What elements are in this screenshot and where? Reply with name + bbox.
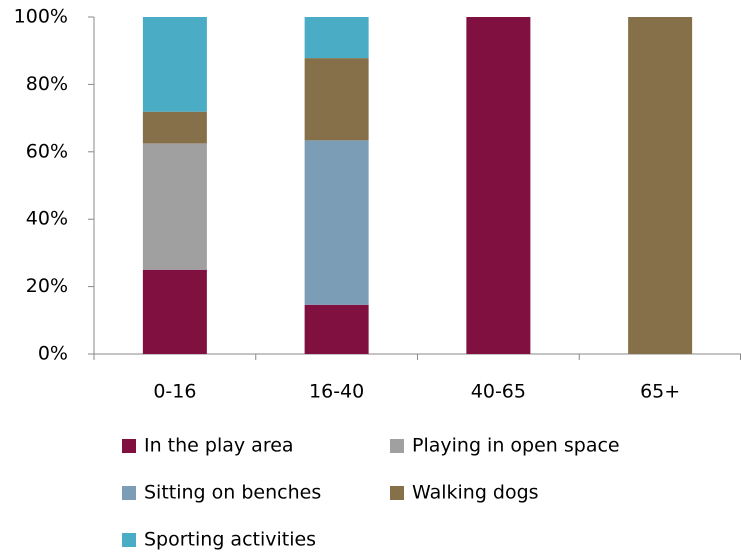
legend-swatch (390, 486, 404, 500)
y-tick-label: 60% (26, 140, 68, 162)
y-tick-label: 0% (38, 343, 68, 365)
y-tick-label: 80% (26, 73, 68, 95)
y-tick-label: 20% (26, 275, 68, 297)
y-tick-label: 40% (26, 208, 68, 230)
x-tick-label: 65+ (640, 381, 680, 403)
legend-swatch (122, 439, 136, 453)
bar-segment (142, 17, 207, 112)
bar-segment (304, 304, 369, 354)
bar-segment (304, 17, 369, 59)
legend-swatch (122, 533, 136, 547)
bar-segment (304, 140, 369, 305)
bar-segment (304, 58, 369, 141)
legend-label: Sitting on benches (144, 482, 321, 504)
x-tick-label: 0-16 (153, 381, 196, 403)
y-tick-label: 100% (14, 6, 68, 28)
legend-label: Playing in open space (412, 435, 620, 457)
bar-segment (466, 17, 531, 354)
bar-segment (142, 269, 207, 354)
bar-segment (142, 111, 207, 144)
bar-segment (628, 17, 693, 354)
x-tick-label: 40-65 (471, 381, 526, 403)
legend-label: Walking dogs (412, 482, 539, 504)
x-tick-label: 16-40 (309, 381, 364, 403)
legend-swatch (122, 486, 136, 500)
legend-swatch (390, 439, 404, 453)
legend-label: Sporting activities (144, 529, 316, 551)
bar-segment (142, 143, 207, 270)
legend-label: In the play area (144, 435, 294, 457)
